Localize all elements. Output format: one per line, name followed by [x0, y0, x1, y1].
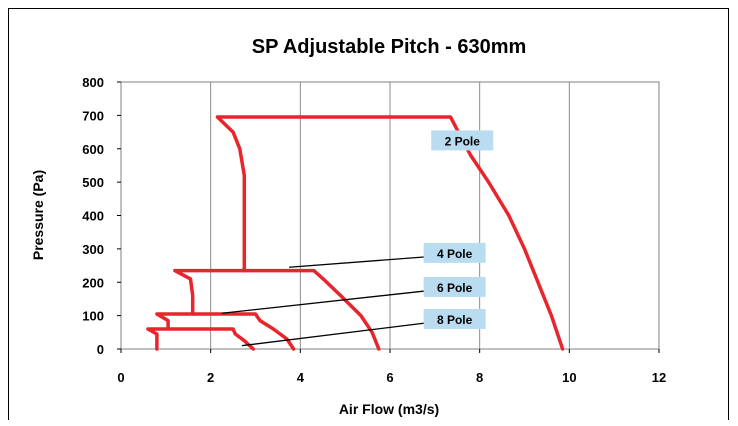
label-box-8-pole [423, 308, 486, 329]
series-line-6-pole [155, 312, 296, 351]
leader-line-6-pole [221, 290, 426, 314]
series-line-2-pole [215, 115, 565, 351]
pressure-airflow-chart: SP Adjustable Pitch - 630mm 0 2 4 6 8 10 12 0 10… [30, 36, 666, 417]
series-line-8-pole [146, 327, 256, 351]
y-tick-label: 700 [82, 108, 104, 123]
y-tick-label: 800 [82, 75, 104, 90]
label-2-pole: 2 Pole [445, 134, 481, 148]
x-tick-label: 12 [652, 370, 666, 385]
label-box-2-pole [431, 130, 494, 151]
leader-line-4-pole [289, 256, 426, 268]
tick-marks: 0 2 4 6 8 10 12 0 100 200 300 400 500 600 700 800 [82, 75, 666, 385]
x-tick-label: 4 [297, 370, 305, 385]
y-tick-label: 500 [82, 175, 104, 190]
y-tick-label: 100 [82, 309, 104, 324]
y-tick-label: 600 [82, 142, 104, 157]
y-tick-label: 200 [82, 275, 104, 290]
series-line-4-pole [173, 268, 381, 351]
x-tick-label: 0 [117, 370, 124, 385]
label-box-4-pole [423, 242, 486, 263]
label-8-pole: 8 Pole [437, 313, 473, 327]
x-tick-label: 8 [476, 370, 483, 385]
chart-title: SP Adjustable Pitch - 630mm [252, 36, 527, 58]
label-box-6-pole [423, 276, 486, 297]
y-axis-label: Pressure (Pa) [30, 170, 46, 260]
chart-frame: SP Adjustable Pitch - 630mm 0 2 4 6 8 10 12 0 10… [8, 8, 729, 420]
y-tick-label: 0 [97, 342, 104, 357]
label-4-pole: 4 Pole [437, 247, 473, 261]
label-6-pole: 6 Pole [437, 281, 473, 295]
y-tick-label: 400 [82, 209, 104, 224]
x-tick-label: 10 [562, 370, 576, 385]
y-tick-label: 300 [82, 242, 104, 257]
series-annotations: 2 Pole 4 Pole 6 Pole 8 Pole [221, 130, 494, 347]
x-axis-label: Air Flow (m3/s) [339, 401, 439, 417]
x-tick-label: 6 [386, 370, 393, 385]
x-tick-label: 2 [207, 370, 214, 385]
series-lines [146, 115, 565, 351]
leader-line-8-pole [241, 322, 426, 347]
